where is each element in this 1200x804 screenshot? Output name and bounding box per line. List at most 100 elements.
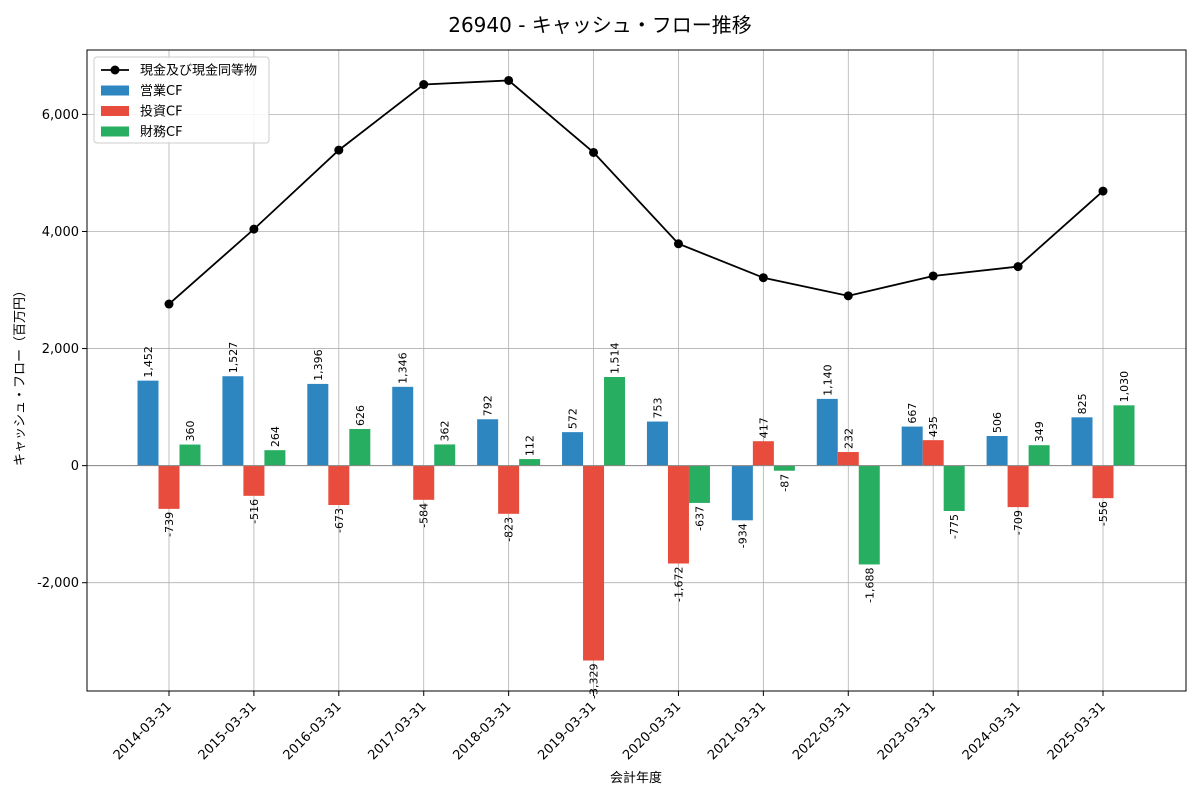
line-現金及び現金同等物: [168, 79, 1104, 305]
legend-label: 財務CF: [140, 125, 183, 140]
bar-value-label: -637: [693, 506, 706, 531]
legend-swatch: [101, 126, 129, 137]
x-tick-label: 2019-03-31: [535, 699, 599, 763]
bar-営業CF: [477, 419, 499, 466]
bar-value-label: 1,452: [142, 346, 155, 378]
bar-財務CF: [519, 459, 541, 466]
bar-財務CF: [858, 465, 880, 565]
line-point: [843, 291, 853, 301]
bar-財務CF: [688, 465, 710, 503]
x-tick-label: 2024-03-31: [960, 699, 1024, 763]
bar-value-label: -739: [163, 512, 176, 537]
bar-営業CF: [986, 436, 1008, 466]
bar-value-label: 1,030: [1118, 371, 1131, 403]
bar-営業CF: [307, 383, 329, 466]
line-point: [419, 80, 429, 90]
line-point: [334, 145, 344, 155]
y-tick-label: 2,000: [42, 342, 79, 357]
bar-value-label: 232: [842, 428, 855, 449]
bar-value-label: -584: [418, 503, 431, 528]
bar-投資CF: [158, 465, 180, 509]
line-point: [249, 224, 259, 234]
bar-営業CF: [562, 432, 584, 466]
x-axis-ticks: 2014-03-31 2015-03-31 2016-03-31 2017-03-31…: [111, 691, 1109, 763]
legend-point-marker: [110, 65, 120, 75]
bar-営業CF: [646, 421, 668, 466]
y-tick-label: -2,000: [37, 576, 79, 591]
y-tick-label: 0: [71, 459, 79, 474]
x-tick-label: 2023-03-31: [875, 699, 939, 763]
bar-value-label: 667: [906, 403, 919, 424]
x-tick-label: 2025-03-31: [1045, 699, 1109, 763]
y-axis-label: キャッシュ・フロー（百万円）: [13, 284, 28, 466]
bar-value-label: 626: [354, 405, 367, 426]
bar-営業CF: [816, 398, 838, 466]
line-point: [164, 299, 174, 309]
legend-swatch: [101, 85, 129, 96]
cash-line-series: [164, 75, 1108, 309]
bar-営業CF: [901, 426, 923, 466]
bar-value-label: -87: [778, 474, 791, 492]
bar-財務CF: [1113, 405, 1135, 466]
bar-value-label: -516: [248, 499, 261, 524]
bar-財務CF: [349, 428, 371, 466]
x-tick-label: 2015-03-31: [196, 699, 260, 763]
bar-投資CF: [667, 465, 689, 564]
x-tick-label: 2022-03-31: [790, 699, 854, 763]
bar-投資CF: [498, 465, 520, 514]
bar-投資CF: [837, 452, 859, 466]
legend-label: 現金及び現金同等物: [140, 63, 257, 79]
bar-value-label: 753: [651, 398, 664, 419]
bar-value-label: 264: [269, 426, 282, 447]
bar-series: [137, 376, 1135, 661]
y-tick-label: 4,000: [42, 225, 79, 240]
plot-frame: [86, 49, 1187, 692]
bar-value-label: 435: [927, 416, 940, 437]
line-point: [673, 239, 683, 249]
bar-投資CF: [752, 441, 774, 466]
legend-swatch: [101, 106, 129, 116]
bar-財務CF: [264, 450, 286, 466]
bar-財務CF: [604, 376, 626, 466]
bar-value-label: 417: [757, 417, 770, 438]
x-tick-label: 2021-03-31: [705, 699, 769, 763]
bar-営業CF: [731, 465, 753, 521]
bar-投資CF: [583, 465, 605, 661]
bar-財務CF: [1028, 445, 1050, 466]
legend-label: 投資CF: [140, 104, 183, 120]
bar-value-label: -556: [1097, 501, 1110, 526]
x-tick-label: 2016-03-31: [281, 699, 345, 763]
bar-財務CF: [179, 444, 201, 466]
bar-value-label: 572: [567, 408, 580, 429]
x-tick-label: 2017-03-31: [366, 699, 430, 763]
bar-value-label: 1,527: [227, 342, 240, 374]
bar-value-label: 349: [1033, 421, 1046, 442]
bar-value-label: -1,672: [672, 567, 685, 602]
bar-営業CF: [137, 380, 159, 466]
line-point: [589, 147, 599, 157]
x-tick-label: 2020-03-31: [620, 699, 684, 763]
x-tick-label: 2014-03-31: [111, 699, 175, 763]
bar-営業CF: [222, 376, 244, 466]
bar-value-label: 792: [482, 395, 495, 416]
bar-value-label: -709: [1012, 510, 1025, 535]
bar-投資CF: [328, 465, 350, 506]
x-axis-label: 会計年度: [610, 770, 662, 786]
bar-営業CF: [392, 386, 414, 466]
line-point: [928, 271, 938, 281]
legend-box: [93, 56, 270, 144]
bar-投資CF: [243, 465, 265, 496]
bar-value-label: -1,688: [863, 567, 876, 602]
bar-value-label: -823: [503, 517, 516, 542]
x-tick-label: 2018-03-31: [450, 699, 514, 763]
bar-value-label: 825: [1076, 393, 1089, 414]
bar-value-label: 362: [439, 420, 452, 441]
bar-value-label: -934: [736, 523, 749, 548]
bar-value-label: 360: [184, 421, 197, 442]
bar-value-label: 1,514: [609, 342, 622, 374]
bar-value-label: 1,140: [821, 364, 834, 396]
line-point: [1013, 262, 1023, 272]
bar-財務CF: [943, 465, 965, 511]
